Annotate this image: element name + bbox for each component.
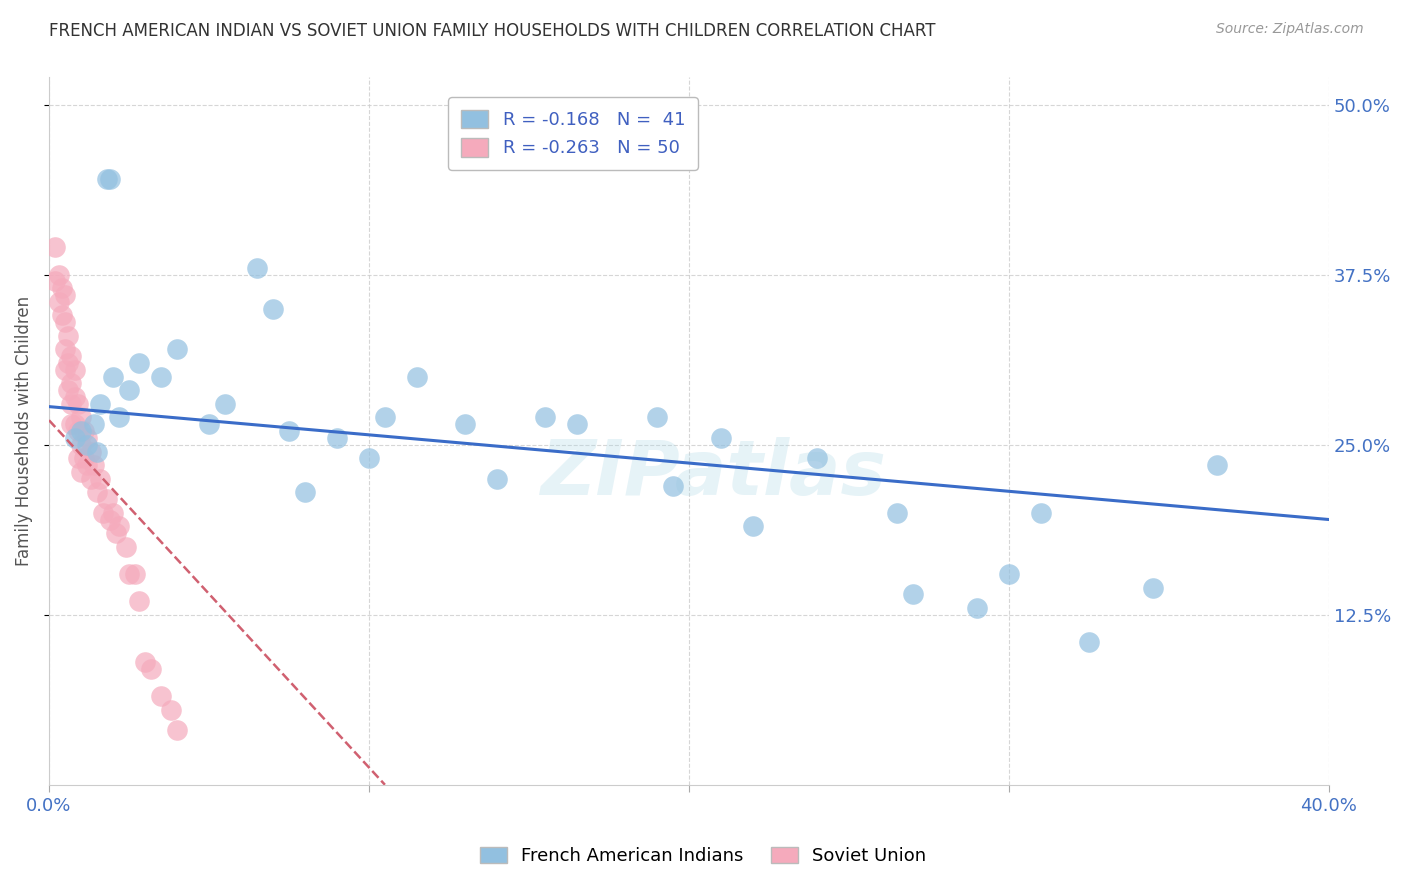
Point — [60, 349, 83, 363]
Point — [454, 417, 477, 432]
Point — [118, 566, 141, 581]
Point — [89, 397, 111, 411]
Point — [278, 424, 301, 438]
Point — [44, 275, 66, 289]
Point — [66, 397, 89, 411]
Point — [118, 384, 141, 398]
Point — [83, 417, 105, 432]
Point — [128, 356, 150, 370]
Point — [166, 343, 188, 357]
Point — [93, 506, 115, 520]
Point — [63, 417, 86, 432]
Point — [294, 485, 316, 500]
Point — [114, 540, 136, 554]
Point — [70, 410, 93, 425]
Point — [56, 329, 79, 343]
Point — [98, 512, 121, 526]
Point — [159, 703, 181, 717]
Point — [56, 356, 79, 370]
Point — [406, 369, 429, 384]
Point — [60, 376, 83, 391]
Point — [998, 566, 1021, 581]
Point — [73, 451, 96, 466]
Text: Source: ZipAtlas.com: Source: ZipAtlas.com — [1216, 22, 1364, 37]
Point — [86, 485, 108, 500]
Point — [63, 431, 86, 445]
Text: ZIPatlas: ZIPatlas — [541, 436, 887, 510]
Point — [108, 410, 131, 425]
Point — [96, 172, 118, 186]
Point — [76, 431, 98, 445]
Point — [565, 417, 588, 432]
Point — [96, 492, 118, 507]
Point — [124, 566, 146, 581]
Point — [70, 424, 93, 438]
Point — [134, 656, 156, 670]
Point — [645, 410, 668, 425]
Point — [98, 172, 121, 186]
Point — [1029, 506, 1052, 520]
Point — [89, 472, 111, 486]
Point — [101, 369, 124, 384]
Point — [48, 294, 70, 309]
Point — [44, 240, 66, 254]
Point — [485, 472, 508, 486]
Point — [198, 417, 221, 432]
Point — [141, 662, 163, 676]
Point — [1205, 458, 1227, 472]
Text: FRENCH AMERICAN INDIAN VS SOVIET UNION FAMILY HOUSEHOLDS WITH CHILDREN CORRELATI: FRENCH AMERICAN INDIAN VS SOVIET UNION F… — [49, 22, 936, 40]
Point — [60, 417, 83, 432]
Point — [63, 390, 86, 404]
Point — [60, 397, 83, 411]
Point — [48, 268, 70, 282]
Point — [357, 451, 380, 466]
Point — [534, 410, 557, 425]
Point — [806, 451, 828, 466]
Point — [374, 410, 396, 425]
Point — [326, 431, 349, 445]
Point — [262, 301, 284, 316]
Point — [1077, 635, 1099, 649]
Point — [128, 594, 150, 608]
Point — [966, 601, 988, 615]
Point — [56, 384, 79, 398]
Point — [662, 478, 685, 492]
Point — [51, 281, 73, 295]
Point — [66, 451, 89, 466]
Point — [101, 506, 124, 520]
Point — [76, 438, 98, 452]
Point — [741, 519, 763, 533]
Point — [886, 506, 908, 520]
Point — [166, 723, 188, 738]
Point — [108, 519, 131, 533]
Point — [86, 444, 108, 458]
Point — [710, 431, 733, 445]
Point — [63, 363, 86, 377]
Point — [53, 315, 76, 329]
Point — [246, 260, 269, 275]
Point — [1142, 581, 1164, 595]
Point — [66, 424, 89, 438]
Point — [51, 309, 73, 323]
Point — [105, 526, 128, 541]
Point — [214, 397, 236, 411]
Legend: French American Indians, Soviet Union: French American Indians, Soviet Union — [472, 839, 934, 872]
Legend: R = -0.168   N =  41, R = -0.263   N = 50: R = -0.168 N = 41, R = -0.263 N = 50 — [449, 97, 697, 170]
Point — [70, 465, 93, 479]
Point — [901, 587, 924, 601]
Point — [73, 424, 96, 438]
Point — [149, 690, 172, 704]
Y-axis label: Family Households with Children: Family Households with Children — [15, 296, 32, 566]
Point — [83, 458, 105, 472]
Point — [76, 458, 98, 472]
Point — [149, 369, 172, 384]
Point — [53, 288, 76, 302]
Point — [79, 472, 101, 486]
Point — [53, 343, 76, 357]
Point — [70, 438, 93, 452]
Point — [79, 444, 101, 458]
Point — [53, 363, 76, 377]
